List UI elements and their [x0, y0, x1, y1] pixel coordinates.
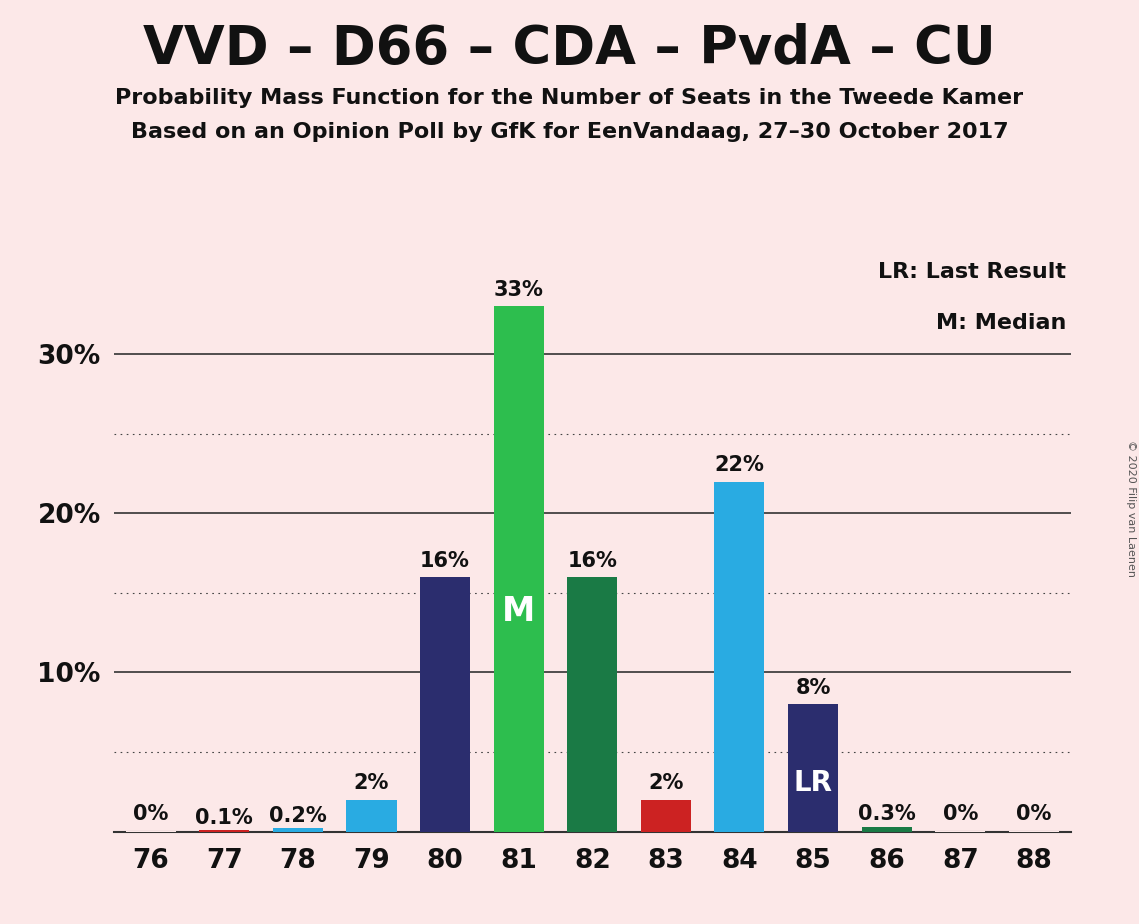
Text: M: M	[502, 594, 535, 627]
Bar	[199, 830, 249, 832]
Text: 16%: 16%	[420, 551, 470, 571]
Bar	[714, 481, 764, 832]
Bar	[420, 577, 470, 832]
Text: Based on an Opinion Poll by GfK for EenVandaag, 27–30 October 2017: Based on an Opinion Poll by GfK for EenV…	[131, 122, 1008, 142]
Text: 8%: 8%	[795, 678, 830, 698]
Text: 0%: 0%	[133, 804, 169, 823]
Text: LR: LR	[794, 769, 833, 797]
Text: VVD – D66 – CDA – PvdA – CU: VVD – D66 – CDA – PvdA – CU	[144, 23, 995, 75]
Text: 2%: 2%	[648, 773, 683, 794]
Text: Probability Mass Function for the Number of Seats in the Tweede Kamer: Probability Mass Function for the Number…	[115, 88, 1024, 108]
Text: 0.1%: 0.1%	[196, 808, 253, 828]
Bar	[861, 827, 911, 832]
Bar	[788, 704, 838, 832]
Text: 0.2%: 0.2%	[269, 806, 327, 826]
Text: 0%: 0%	[943, 804, 978, 823]
Text: 0%: 0%	[1016, 804, 1051, 823]
Text: LR: Last Result: LR: Last Result	[878, 261, 1066, 282]
Text: 0.3%: 0.3%	[858, 805, 916, 824]
Text: 16%: 16%	[567, 551, 617, 571]
Bar	[273, 829, 323, 832]
Text: 22%: 22%	[714, 456, 764, 475]
Text: 2%: 2%	[354, 773, 390, 794]
Text: © 2020 Filip van Laenen: © 2020 Filip van Laenen	[1126, 440, 1136, 577]
Bar	[567, 577, 617, 832]
Text: M: Median: M: Median	[935, 313, 1066, 334]
Bar	[641, 800, 691, 832]
Text: 33%: 33%	[493, 280, 543, 300]
Bar	[493, 307, 543, 832]
Bar	[346, 800, 396, 832]
